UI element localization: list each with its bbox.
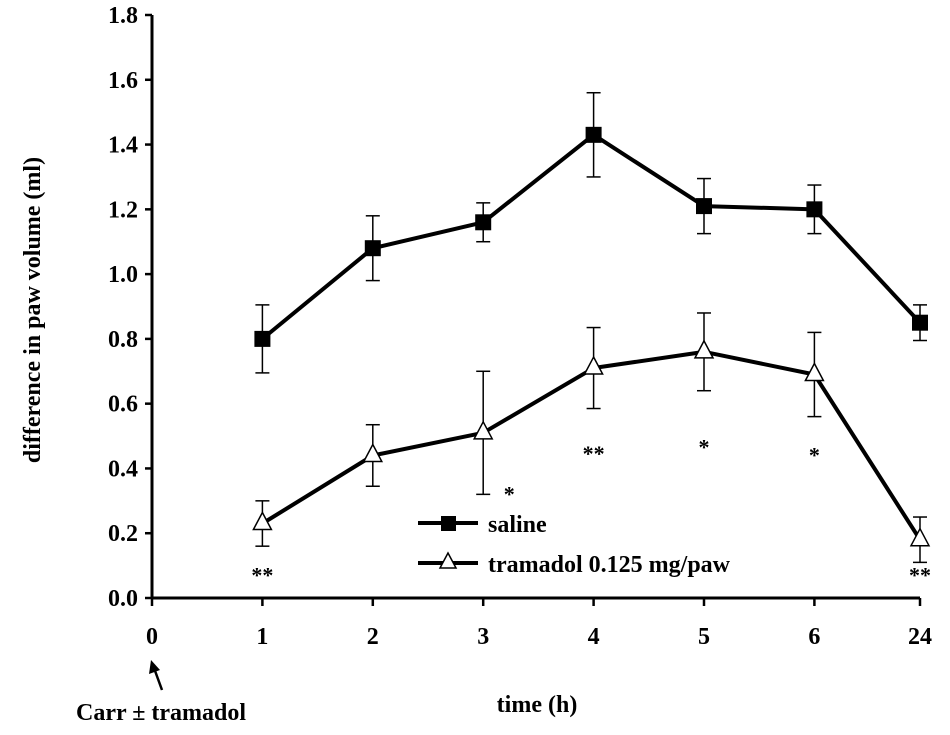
x-axis-title: time (h) (497, 692, 578, 718)
x-tick-label: 2 (367, 624, 379, 650)
legend-marker-tramadol (438, 551, 458, 569)
y-tick-label: 0.6 (108, 392, 138, 418)
y-axis: 0.0 0.2 0.4 0.6 0.8 1.0 1.2 1.4 1.6 1.8 (108, 3, 154, 612)
data-point-saline (254, 330, 271, 347)
x-tick-label: 6 (808, 624, 820, 650)
x-tick-label: 4 (588, 624, 600, 650)
legend-marker-saline (441, 516, 456, 531)
series-saline (254, 91, 928, 374)
annotation-text: Carr ± tramadol (76, 700, 246, 726)
data-point-tramadol (252, 510, 273, 531)
legend: saline tramadol 0.125 mg/paw (418, 512, 731, 578)
series-tramadol (252, 312, 931, 564)
y-tick-label: 1.4 (108, 133, 138, 159)
x-tick-label: 24 (908, 624, 932, 650)
y-tick-label: 1.0 (108, 262, 138, 288)
x-tick-label: 0 (146, 624, 158, 650)
legend-label-saline: saline (488, 512, 547, 538)
data-point-saline (364, 240, 381, 257)
x-axis: 0 1 2 3 4 5 6 24 (146, 596, 932, 650)
legend-label-tramadol: tramadol 0.125 mg/paw (488, 552, 731, 578)
data-point-tramadol (909, 527, 931, 547)
carr-annotation: Carr ± tramadol (76, 660, 246, 726)
data-point-tramadol (804, 361, 825, 382)
significance-star: ** (909, 562, 931, 587)
data-point-saline (912, 314, 928, 331)
data-point-saline (585, 126, 602, 143)
series-line-saline (261, 132, 922, 341)
data-point-saline (696, 198, 712, 215)
y-tick-label: 1.8 (108, 3, 138, 29)
annotation-arrow-head (149, 660, 160, 674)
significance-star: ** (251, 562, 273, 587)
series-layer (252, 91, 931, 564)
significance-star: * (699, 435, 710, 460)
data-point-saline (475, 214, 492, 231)
data-point-tramadol (362, 442, 384, 463)
x-tick-label: 1 (256, 624, 268, 650)
significance-star: * (504, 481, 515, 506)
y-tick-label: 0.0 (108, 586, 138, 612)
y-axis-title: difference in paw volume (ml) (20, 157, 46, 463)
significance-star: * (809, 443, 820, 468)
x-tick-label: 5 (698, 624, 710, 650)
significance-markers: ***** * *** (251, 435, 931, 588)
y-tick-label: 0.2 (108, 521, 138, 547)
y-tick-label: 1.6 (108, 68, 138, 94)
data-point-tramadol (583, 355, 604, 375)
y-tick-label: 0.8 (108, 327, 138, 353)
data-point-tramadol (693, 339, 715, 359)
data-point-saline (806, 201, 823, 218)
data-point-tramadol (472, 420, 494, 440)
y-tick-label: 0.4 (108, 456, 138, 482)
significance-star: ** (583, 441, 605, 466)
x-tick-label: 3 (477, 624, 489, 650)
y-tick-label: 1.2 (108, 197, 138, 223)
